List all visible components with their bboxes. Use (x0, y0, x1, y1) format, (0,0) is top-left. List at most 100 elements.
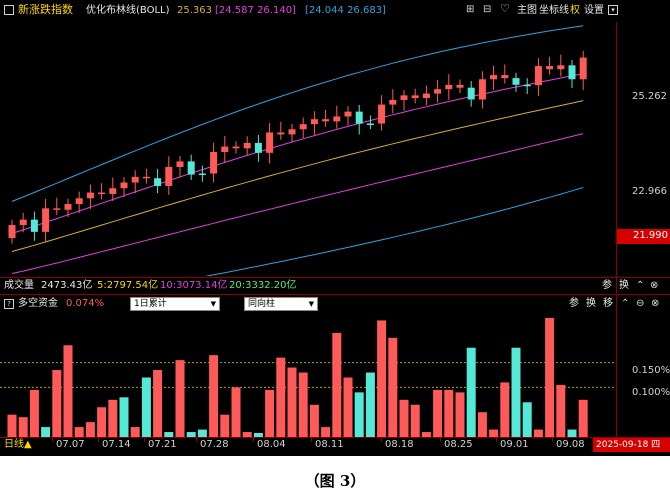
volume-ma10: 10:3073.14亿 (160, 280, 228, 291)
sub-panel-menu-icon[interactable]: ? (4, 299, 14, 309)
candle-body (378, 104, 386, 124)
candle-body (434, 89, 442, 94)
boll-upper-band-line (11, 25, 584, 202)
toolbar-coord-line[interactable]: 坐标线 (539, 5, 569, 16)
toolbar-rights[interactable]: 权 (570, 5, 580, 16)
bar-mode-dropdown[interactable]: 同向柱 ▼ (244, 297, 318, 311)
minus-icon[interactable]: ⊟ (483, 4, 492, 15)
panel-menu-icon[interactable] (4, 5, 14, 15)
capital-flow-bar (108, 399, 118, 437)
current-price-badge (617, 229, 670, 244)
candle-body (568, 65, 576, 80)
candle-body (456, 84, 464, 88)
candle-body (277, 132, 285, 135)
volume-label: 成交量 (4, 280, 34, 291)
capital-flow-bar (365, 372, 375, 437)
chevron-down-icon: ▼ (308, 300, 314, 308)
date-tick-mark (253, 438, 254, 442)
capital-flow-bar (321, 427, 331, 437)
capital-flow-bar (175, 360, 185, 437)
sub-ylabel-0150: 0.150% (632, 365, 670, 376)
toolbar-main-chart[interactable]: 主图 (517, 5, 537, 16)
capital-flow-bar (522, 402, 532, 437)
dropdown-toggle-icon[interactable]: ▾ (608, 5, 618, 15)
indicator-name[interactable]: 优化布林线(BOLL) (86, 5, 170, 16)
accumulation-dropdown[interactable]: 1日累计 ▼ (130, 297, 220, 311)
candle-body (64, 204, 72, 210)
capital-flow-bar (455, 392, 465, 437)
candle-body (243, 142, 251, 149)
sub-param-button[interactable]: 参 (569, 298, 579, 309)
boll-middle-band-line (11, 100, 584, 252)
sub-minimize-icon[interactable]: ⊖ (636, 298, 645, 309)
volume-switch-button[interactable]: 换 (619, 280, 629, 291)
price-label-upper: 25.262 (632, 91, 667, 102)
capital-flow-bar (74, 427, 84, 437)
capital-flow-bar (265, 389, 275, 437)
volume-param-button[interactable]: 参 (602, 280, 612, 291)
date-tick-label: 07.21 (148, 439, 177, 450)
capital-flow-bar (545, 317, 555, 437)
period-selector[interactable]: 日线▲ (4, 439, 32, 450)
candle-body (445, 84, 453, 90)
panel-title: 新涨跌指数 (18, 3, 73, 16)
capital-flow-bar (433, 389, 443, 437)
candle-body (98, 192, 106, 195)
add-icon[interactable]: ⊞ (466, 4, 475, 15)
candle-body (422, 93, 430, 99)
heart-icon[interactable]: ♡ (500, 2, 510, 15)
candle-body (266, 132, 274, 153)
boll-lower-band-line (11, 133, 584, 274)
boll-outer-band-line (204, 187, 584, 276)
date-tick-mark (52, 438, 53, 442)
date-tick-mark (440, 438, 441, 442)
candle-body (501, 75, 509, 79)
capital-flow-bar (209, 355, 219, 437)
boll-mid-value: 25.363 (177, 5, 212, 16)
main-panel-header: 新涨跌指数 优化布林线(BOLL) 25.363 [24.587 26.140]… (0, 0, 670, 22)
x-axis: 日线▲ 07.07 07.14 07.21 07.28 08.04 08.11 08.18 0… (0, 438, 670, 456)
date-tick-mark (196, 438, 197, 442)
candle-body (344, 111, 352, 117)
capital-flow-bar (444, 389, 454, 437)
candle-body (534, 66, 542, 86)
sub-close-icon[interactable]: ⊗ (651, 298, 660, 309)
capital-flow-bar (97, 407, 107, 437)
sub-panel-bottom-border (0, 437, 670, 438)
date-tick-label: 08.04 (257, 439, 286, 450)
candle-body (187, 161, 195, 175)
capital-flow-bar (85, 422, 95, 437)
volume-ma20: 20:3332.20亿 (229, 280, 297, 291)
capital-flow-bar (399, 399, 409, 437)
volume-info-bar: 成交量 2473.43亿 5:2797.54亿 10:3073.14亿 20:3… (0, 278, 670, 296)
current-date-badge (593, 438, 670, 452)
capital-flow-bar (489, 429, 499, 437)
boll-candlestick-chart (8, 25, 587, 276)
candle-body (42, 208, 50, 232)
current-date: 2025-09-18 四 (596, 440, 661, 450)
expand-up-icon[interactable]: ⌃ (636, 280, 645, 291)
capital-flow-bar (511, 347, 521, 437)
capital-flow-bar (41, 427, 51, 437)
capital-flow-bar (197, 429, 207, 437)
capital-flow-bar (556, 384, 566, 437)
candle-body (53, 208, 61, 210)
date-tick-label: 08.25 (444, 439, 473, 450)
date-tick-mark (311, 438, 312, 442)
date-tick-label: 08.11 (315, 439, 344, 450)
toolbar-settings[interactable]: 设置 (584, 5, 604, 16)
capital-flow-bar (500, 382, 510, 437)
candle-body (490, 75, 498, 80)
capital-flow-bar (220, 414, 230, 437)
candle-body (19, 219, 27, 226)
sub-move-button[interactable]: 移 (603, 298, 613, 309)
close-icon[interactable]: ⊗ (650, 280, 659, 291)
capital-flow-bar (186, 432, 196, 437)
sub-ylabel-0100: 0.100% (632, 387, 670, 398)
sub-expand-icon[interactable]: ⌃ (621, 298, 630, 309)
candle-body (557, 65, 565, 70)
date-tick-label: 09.01 (500, 439, 529, 450)
sub-switch-button[interactable]: 换 (586, 298, 596, 309)
volume-value: 2473.43亿 (41, 280, 93, 291)
volume-bar-bottom-border (0, 294, 670, 295)
